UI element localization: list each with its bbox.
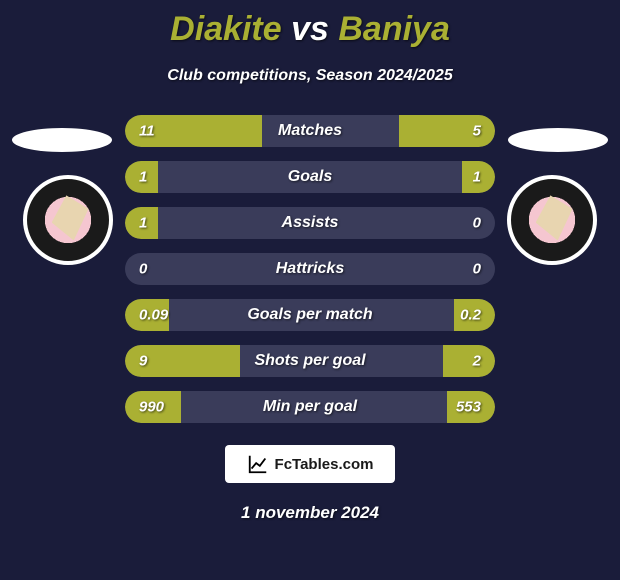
stat-value-right: 1	[473, 169, 481, 186]
stat-label: Matches	[278, 122, 342, 140]
country-ellipse-right	[508, 128, 608, 152]
stat-row: 9 Shots per goal 2	[125, 345, 495, 377]
stat-value-left: 0	[139, 261, 147, 278]
subtitle: Club competitions, Season 2024/2025	[0, 67, 620, 85]
stat-label: Goals per match	[247, 306, 372, 324]
stat-value-right: 5	[473, 123, 481, 140]
title-vs: vs	[282, 10, 339, 48]
stat-label: Goals	[288, 168, 332, 186]
club-crest-left	[23, 175, 113, 265]
stat-value-left: 11	[139, 123, 155, 140]
stat-value-left: 0.09	[139, 307, 168, 324]
stat-fill-right	[443, 345, 495, 377]
page-title: Diakite vs Baniya	[0, 0, 620, 49]
stat-row: 1 Assists 0	[125, 207, 495, 239]
stat-label: Shots per goal	[254, 352, 365, 370]
footer-date: 1 november 2024	[0, 503, 620, 523]
stat-value-right: 0	[473, 215, 481, 232]
stat-value-right: 2	[473, 353, 481, 370]
stat-value-left: 1	[139, 169, 147, 186]
stat-value-right: 0.2	[460, 307, 481, 324]
stat-row: 11 Matches 5	[125, 115, 495, 147]
stat-label: Hattricks	[276, 260, 344, 278]
stat-value-left: 1	[139, 215, 147, 232]
country-ellipse-left	[12, 128, 112, 152]
title-left: Diakite	[170, 10, 282, 48]
stat-value-right: 0	[473, 261, 481, 278]
title-right: Baniya	[338, 10, 450, 48]
stat-value-left: 9	[139, 353, 147, 370]
brand-logo[interactable]: FcTables.com	[225, 445, 395, 483]
stat-value-left: 990	[139, 399, 164, 416]
stat-row: 0.09 Goals per match 0.2	[125, 299, 495, 331]
stat-label: Min per goal	[263, 398, 357, 416]
chart-icon	[247, 453, 269, 475]
club-crest-right	[507, 175, 597, 265]
stat-value-right: 553	[456, 399, 481, 416]
brand-text: FcTables.com	[275, 456, 374, 473]
stat-row: 1 Goals 1	[125, 161, 495, 193]
club-badge-right	[502, 170, 602, 270]
stats-list: 11Matches51Goals11Assists00Hattricks00.0…	[125, 115, 495, 423]
stat-row: 0 Hattricks 0	[125, 253, 495, 285]
stat-row: 990 Min per goal 553	[125, 391, 495, 423]
stat-label: Assists	[282, 214, 339, 232]
club-badge-left	[18, 170, 118, 270]
